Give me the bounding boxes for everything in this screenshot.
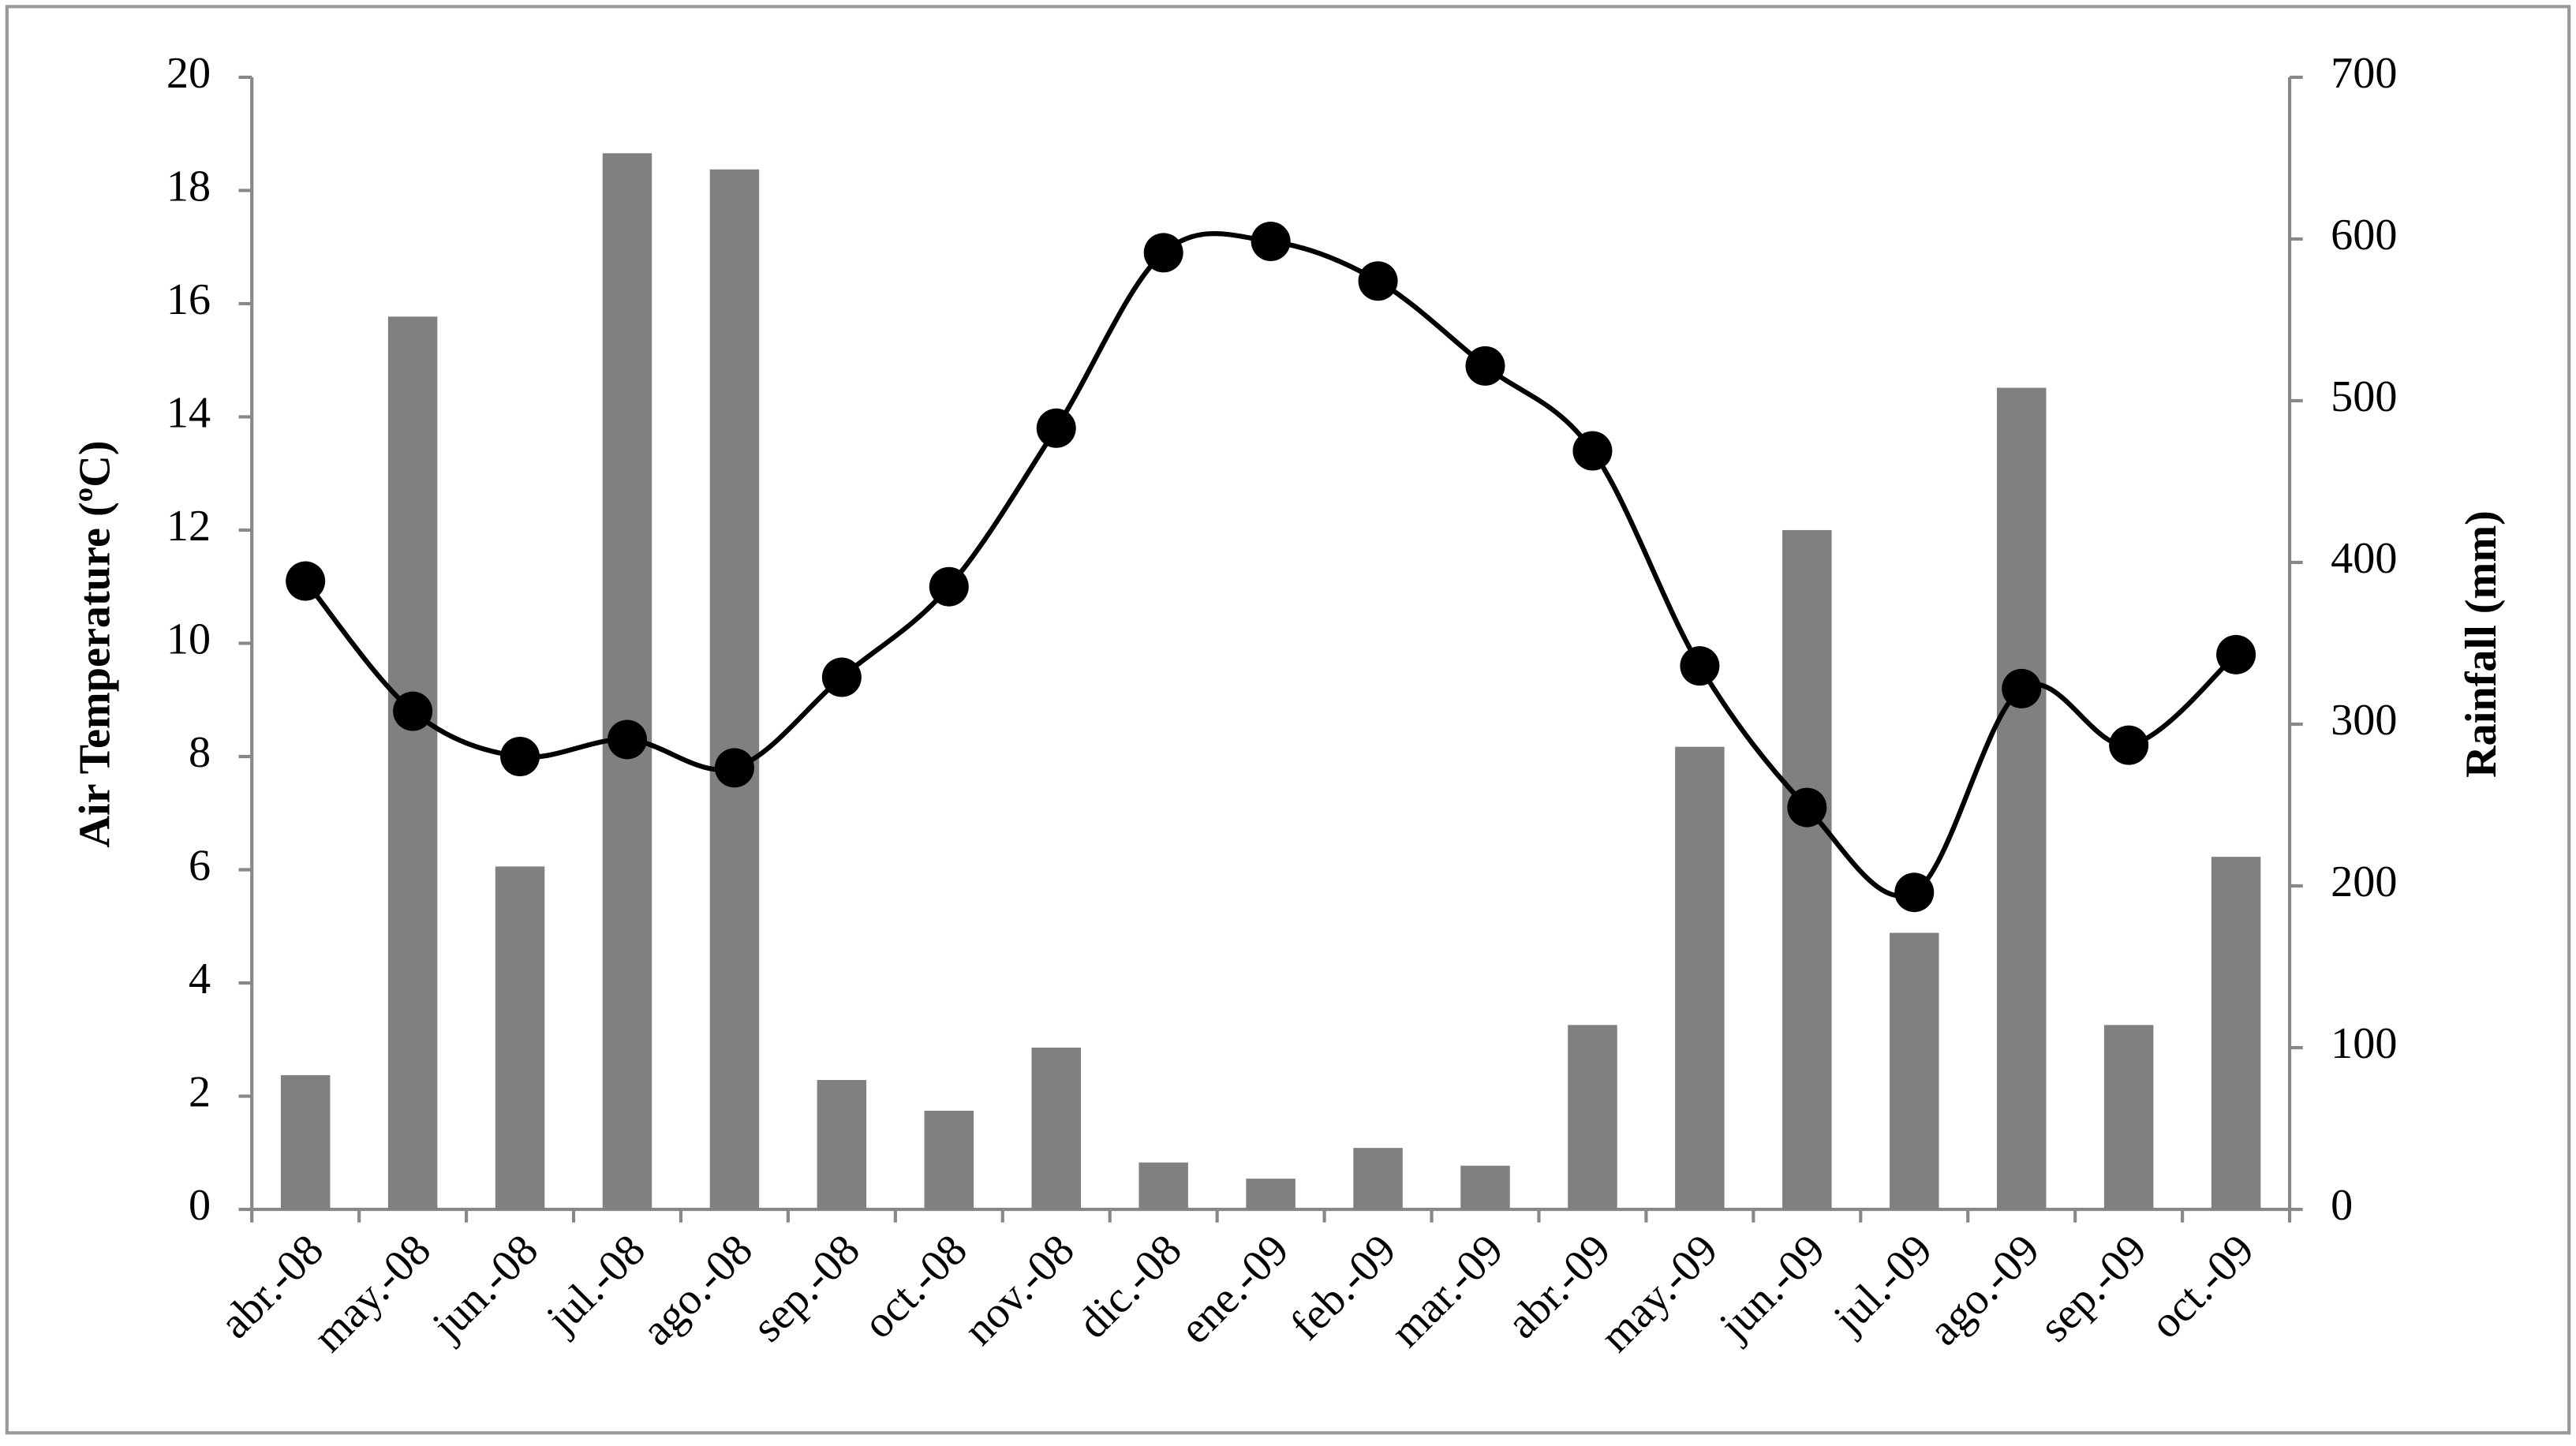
- marker: [1572, 431, 1613, 471]
- y-tick-label: 8: [189, 728, 211, 777]
- bar: [1353, 1148, 1403, 1210]
- marker: [2109, 725, 2149, 765]
- y-axis-title: Air Temperature (ºC): [70, 440, 119, 847]
- y2-tick-label: 700: [2331, 49, 2397, 98]
- y-tick-label: 4: [189, 955, 211, 1003]
- marker: [1894, 872, 1935, 913]
- y2-tick-label: 200: [2331, 858, 2397, 906]
- marker: [2002, 668, 2042, 708]
- bar: [387, 316, 438, 1210]
- marker: [1680, 646, 1720, 686]
- marker: [607, 719, 647, 760]
- y2-tick-label: 600: [2331, 211, 2397, 260]
- bar: [602, 153, 652, 1210]
- marker: [2216, 634, 2256, 674]
- bar: [1890, 932, 1939, 1210]
- marker: [929, 566, 969, 607]
- marker: [1358, 261, 1398, 301]
- bar: [1568, 1025, 1617, 1210]
- y2-tick-label: 0: [2331, 1181, 2353, 1230]
- y-tick-label: 14: [166, 388, 211, 437]
- bar: [924, 1110, 974, 1210]
- bar: [1996, 387, 2047, 1210]
- marker: [821, 657, 862, 697]
- y2-tick-label: 300: [2331, 696, 2397, 745]
- y-tick-label: 0: [189, 1181, 211, 1230]
- marker: [714, 748, 754, 788]
- marker: [1251, 222, 1291, 261]
- bar: [1246, 1179, 1295, 1210]
- bar: [709, 169, 760, 1210]
- bar: [817, 1080, 867, 1210]
- y2-axis-title: Rainfall (mm): [2457, 510, 2506, 778]
- bar: [1138, 1162, 1188, 1210]
- y-tick-label: 6: [189, 841, 211, 890]
- marker: [1787, 787, 1827, 828]
- marker: [393, 691, 433, 731]
- y-tick-label: 16: [166, 275, 211, 324]
- bar: [1675, 746, 1725, 1210]
- bar: [495, 866, 545, 1210]
- bar: [1782, 529, 1832, 1210]
- y2-tick-label: 500: [2331, 372, 2397, 421]
- bar: [1460, 1165, 1510, 1210]
- bar: [1031, 1048, 1081, 1210]
- marker: [1143, 233, 1183, 273]
- bar: [280, 1074, 331, 1210]
- bar: [2103, 1025, 2154, 1210]
- y-tick-label: 18: [166, 162, 211, 211]
- y2-tick-label: 100: [2331, 1019, 2397, 1068]
- marker: [1465, 346, 1505, 386]
- y-tick-label: 20: [166, 49, 211, 98]
- marker: [500, 736, 540, 776]
- marker: [286, 561, 326, 601]
- marker: [1036, 408, 1076, 448]
- y-tick-label: 12: [166, 502, 211, 551]
- y-tick-label: 10: [166, 615, 211, 663]
- y2-tick-label: 400: [2331, 534, 2397, 583]
- y-tick-label: 2: [189, 1067, 211, 1116]
- bar: [2211, 857, 2261, 1210]
